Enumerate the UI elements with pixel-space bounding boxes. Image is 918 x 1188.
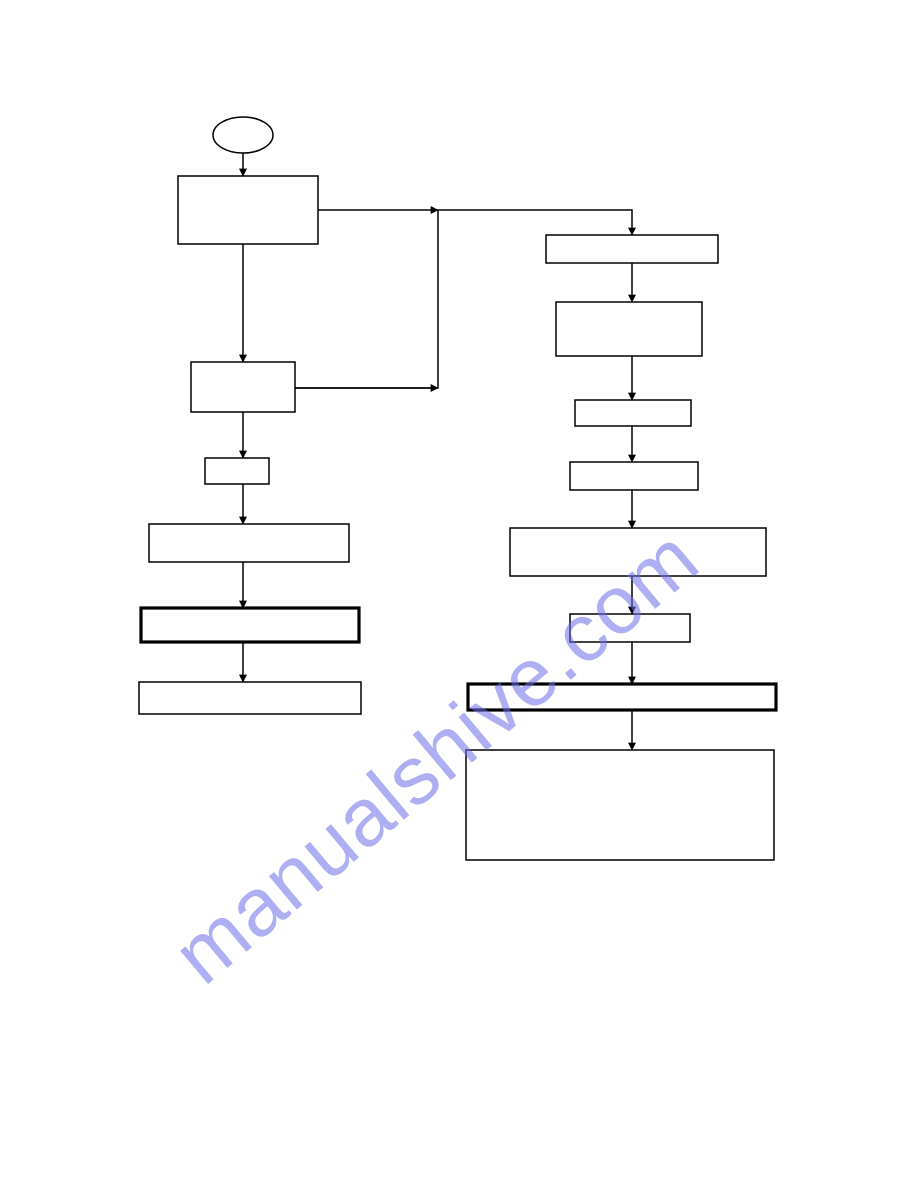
node-E	[141, 608, 359, 642]
node-M	[468, 684, 776, 710]
node-N	[466, 750, 774, 860]
node-F	[139, 682, 361, 714]
edge-jr1-G	[438, 210, 632, 235]
node-A	[178, 176, 318, 244]
node-D	[149, 524, 349, 562]
node-K	[510, 528, 766, 576]
node-L	[570, 614, 690, 642]
flowchart-canvas	[0, 0, 918, 1188]
node-C	[205, 458, 269, 484]
node-H	[556, 302, 702, 356]
node-I	[575, 400, 691, 426]
node-B	[191, 362, 295, 412]
node-G	[546, 235, 718, 263]
start-terminator	[213, 117, 273, 153]
node-J	[570, 462, 698, 490]
